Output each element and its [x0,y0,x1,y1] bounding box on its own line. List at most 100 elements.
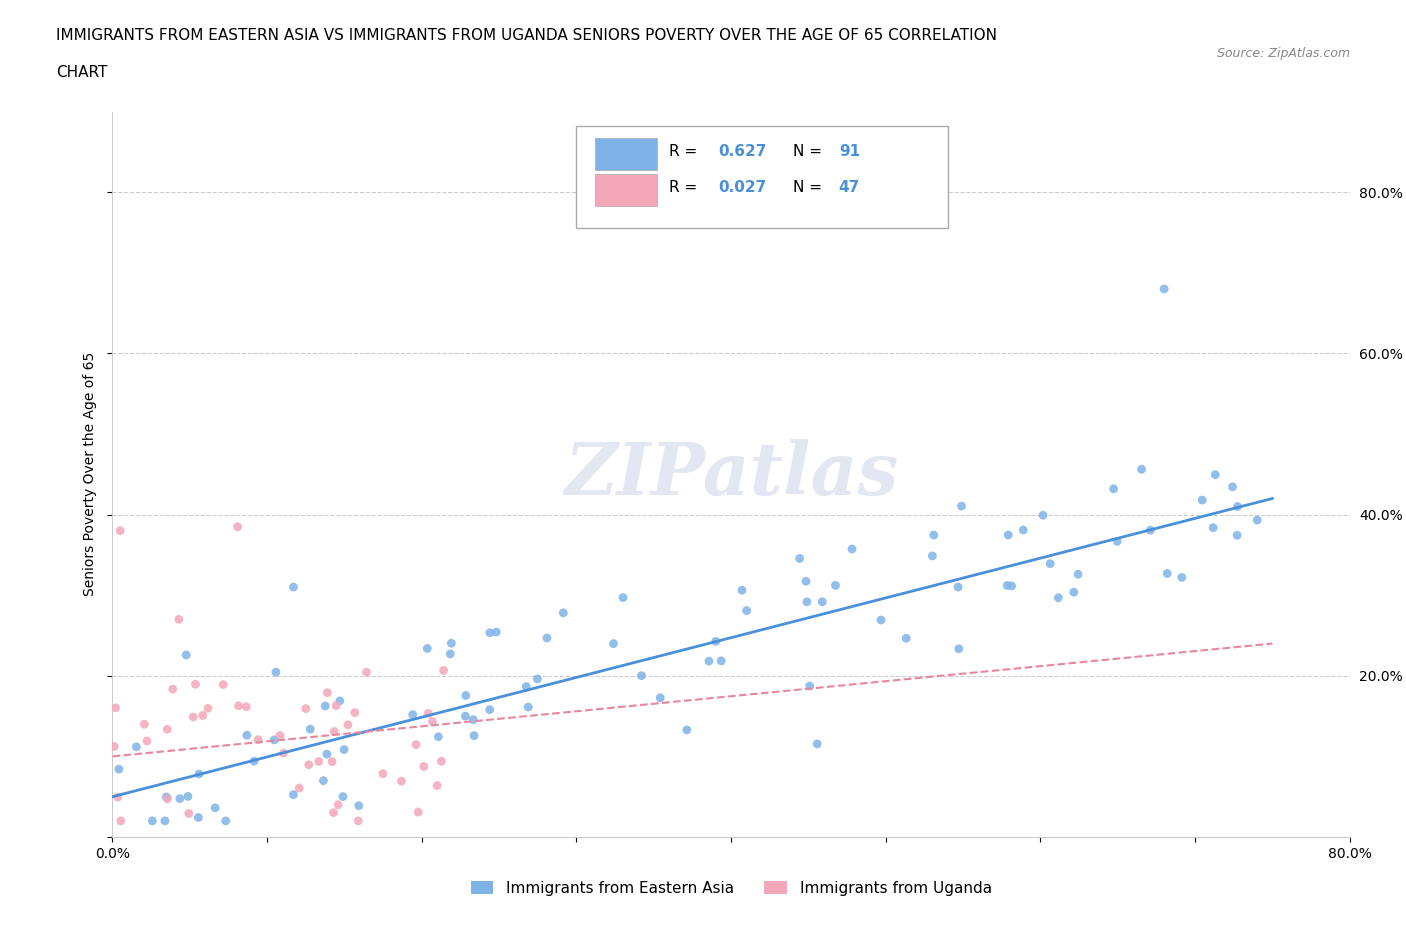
Point [321,754,343,769]
Point [343,705,366,720]
Point [405,737,427,752]
Point [336,717,359,732]
Point [463,712,485,727]
Point [1107,534,1129,549]
Text: ZIPatlas: ZIPatlas [564,439,898,510]
Point [197,701,219,716]
Point [1222,479,1244,494]
Point [328,797,350,812]
Point [422,714,444,729]
Point [110,524,132,538]
Point [108,762,131,777]
Point [796,594,818,609]
Point [323,724,346,739]
Point [997,527,1019,542]
Point [806,737,828,751]
Text: N =: N = [793,144,827,159]
Point [371,766,394,781]
Point [332,790,354,804]
Point [870,613,893,628]
Point [1153,282,1175,297]
Point [1139,523,1161,538]
Point [406,804,429,819]
Point [212,677,235,692]
Point [295,701,318,716]
Point [316,685,339,700]
Point [439,646,461,661]
FancyBboxPatch shape [595,138,657,169]
Point [177,789,200,804]
Text: Source: ZipAtlas.com: Source: ZipAtlas.com [1216,46,1350,60]
Point [322,805,344,820]
Point [273,746,295,761]
Point [950,498,973,513]
Point [104,700,127,715]
Point [602,636,624,651]
Legend: Immigrants from Eastern Asia, Immigrants from Uganda: Immigrants from Eastern Asia, Immigrants… [464,874,998,902]
Point [103,739,125,754]
Point [134,717,156,732]
Point [1012,523,1035,538]
Point [1226,499,1249,514]
Point [1039,556,1062,571]
Text: N =: N = [793,180,827,195]
Point [922,527,945,542]
Point [188,766,211,781]
Point [1047,591,1070,605]
Y-axis label: Seniors Poverty Over the Age of 65: Seniors Poverty Over the Age of 65 [83,352,97,596]
Point [228,698,250,713]
Point [298,757,321,772]
Point [517,699,540,714]
Point [430,753,453,768]
Point [325,698,347,713]
Point [794,574,817,589]
Point [710,654,733,669]
Point [236,728,259,743]
Point [263,733,285,748]
Point [454,709,477,724]
Point [418,706,440,721]
Point [110,814,132,829]
Point [412,759,434,774]
Text: IMMIGRANTS FROM EASTERN ASIA VS IMMIGRANTS FROM UGANDA SENIORS POVERTY OVER THE : IMMIGRANTS FROM EASTERN ASIA VS IMMIGRAN… [56,28,997,43]
Point [141,814,163,829]
Point [946,579,969,594]
Point [156,722,179,737]
Text: 47: 47 [839,180,860,195]
Point [187,810,209,825]
Point [735,604,758,618]
Text: CHART: CHART [56,65,108,80]
Point [536,631,558,645]
Point [329,694,352,709]
Point [308,754,330,769]
Point [921,549,943,564]
Point [1130,462,1153,477]
Point [1067,567,1090,582]
Point [243,753,266,768]
Point [650,690,672,705]
Point [283,788,305,803]
Point [1000,578,1022,593]
Point [697,654,720,669]
Text: R =: R = [669,180,703,195]
Point [312,773,335,788]
Point [1202,520,1225,535]
Point [347,798,370,813]
Point [1156,566,1178,581]
Point [612,591,634,605]
Point [235,699,257,714]
Point [177,806,200,821]
Point [107,790,129,804]
Point [155,790,177,804]
Point [174,647,197,662]
Point [215,814,238,829]
Point [1032,508,1054,523]
Point [894,631,917,645]
Point [995,578,1018,593]
Point [799,679,821,694]
Point [526,671,548,686]
Point [811,594,834,609]
Point [440,636,463,651]
Text: 0.627: 0.627 [718,144,768,159]
Point [181,710,204,724]
